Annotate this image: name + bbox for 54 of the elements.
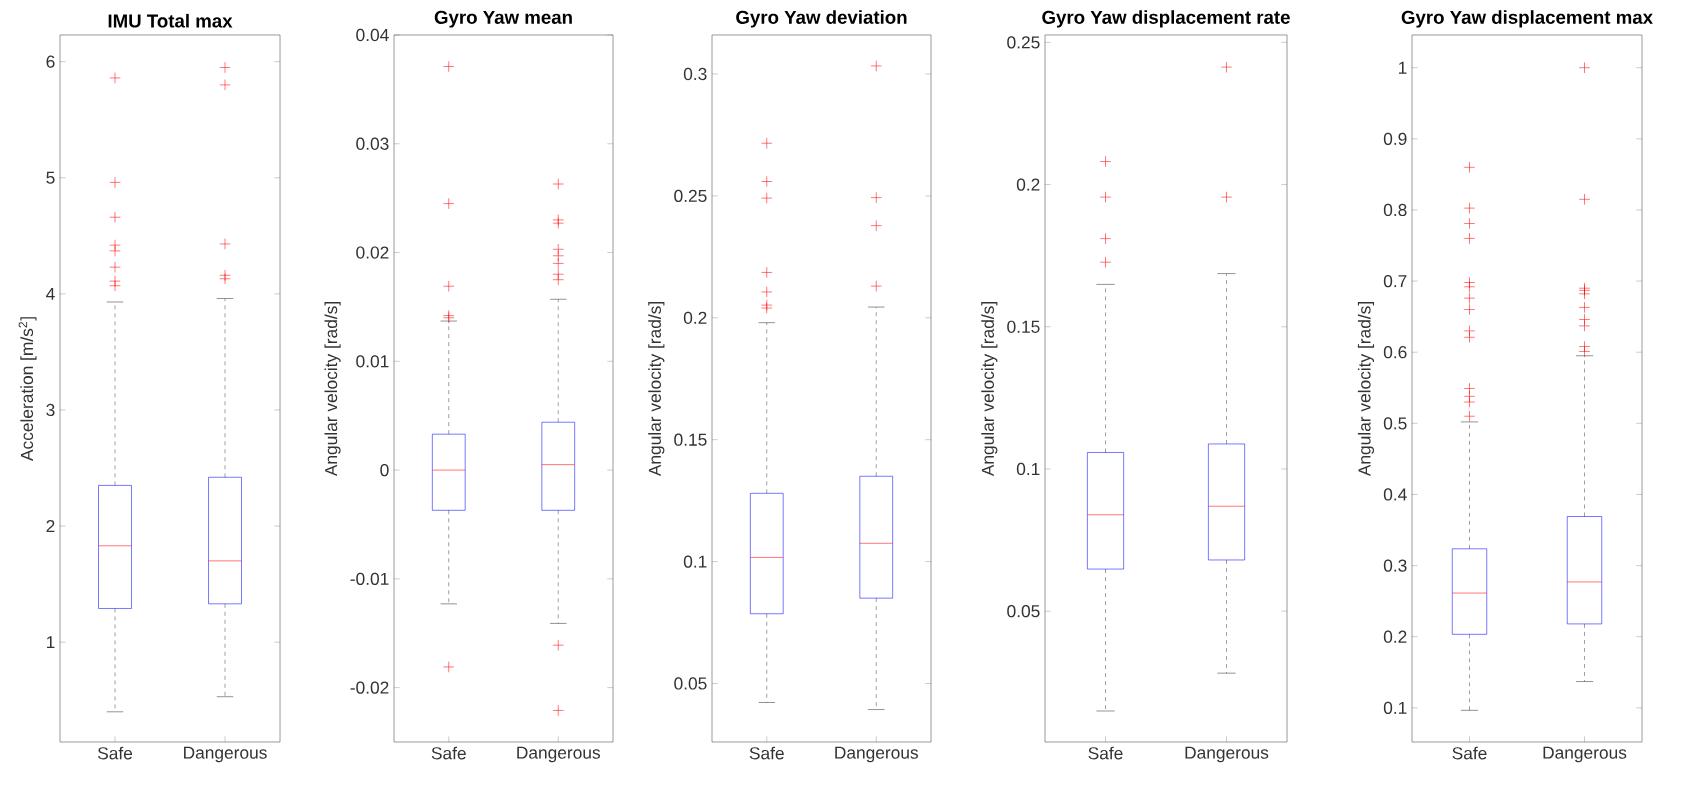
y-tick-label: 0 <box>380 463 389 477</box>
chart-title: Gyro Yaw mean <box>434 10 572 28</box>
y-tick-label: 4 <box>46 287 55 300</box>
x-tick-label: Dangerous <box>1185 746 1269 763</box>
chart-title: Gyro Yaw displacement rate <box>1042 10 1290 28</box>
y-tick-label: 0.4 <box>1383 488 1407 501</box>
y-tick-label: 0.3 <box>683 67 707 81</box>
y-tick-label: 1 <box>1398 61 1407 74</box>
y-tick-label: 0.6 <box>1383 346 1407 359</box>
x-tick-label: Safe <box>1088 746 1123 760</box>
y-tick-label: 0.1 <box>683 555 707 568</box>
y-tick-label: 0.02 <box>356 246 389 259</box>
y-axis-title: Angular velocity [rad/s] <box>324 302 341 477</box>
y-axis-title: Acceleration [m/s$^{2}$] <box>18 317 37 462</box>
y-tick-label: 0.2 <box>1016 178 1040 191</box>
y-tick-label: 0.01 <box>356 355 389 368</box>
y-tick-label: 0.9 <box>1383 132 1407 145</box>
y-tick-label: 0.1 <box>1016 462 1040 476</box>
y-axis-title: Angular velocity [rad/s] <box>981 302 998 477</box>
y-tick-label: 0.8 <box>1383 203 1407 217</box>
chart-title: Gyro Yaw deviation <box>736 10 907 28</box>
y-tick-label: 0.03 <box>356 137 389 150</box>
y-tick-label: 0.05 <box>1007 605 1040 618</box>
y-tick-label: -0.01 <box>350 572 389 585</box>
x-tick-label: Dangerous <box>517 746 601 763</box>
x-tick-label: Safe <box>97 746 133 760</box>
x-tick-label: Dangerous <box>1543 746 1627 763</box>
y-tick-label: 0.7 <box>1383 274 1407 288</box>
y-axis-title: Angular velocity [rad/s] <box>648 302 665 477</box>
y-tick-label: 0.05 <box>674 677 707 690</box>
y-tick-label: 5 <box>46 171 55 184</box>
y-tick-label: 2 <box>46 520 55 533</box>
y-tick-label: 0.2 <box>683 311 707 324</box>
y-tick-label: 0.15 <box>1007 320 1040 333</box>
chart-title: Gyro Yaw displacement max <box>1401 10 1653 28</box>
y-tick-label: 0.25 <box>1007 36 1040 49</box>
x-tick-label: Safe <box>431 746 466 760</box>
y-tick-label: 0.15 <box>674 433 707 446</box>
y-tick-label: 0.2 <box>1383 630 1407 643</box>
x-tick-label: Dangerous <box>835 746 919 763</box>
y-tick-label: 0.5 <box>1383 417 1407 430</box>
y-tick-label: 0.3 <box>1383 559 1407 572</box>
y-axis-title: Angular velocity [rad/s] <box>1357 302 1375 477</box>
y-tick-label: 0.25 <box>674 189 707 203</box>
y-tick-label: 6 <box>46 55 55 68</box>
x-tick-label: Safe <box>1452 746 1487 760</box>
y-tick-label: 1 <box>46 636 55 649</box>
y-tick-label: 0.1 <box>1383 701 1407 714</box>
x-tick-label: Safe <box>749 746 784 760</box>
y-tick-label: 0.04 <box>356 28 389 42</box>
chart-title: IMU Total max <box>108 13 233 28</box>
y-tick-label: 3 <box>46 403 55 417</box>
x-tick-label: Dangerous <box>184 746 267 763</box>
y-tick-label: -0.02 <box>350 681 389 694</box>
